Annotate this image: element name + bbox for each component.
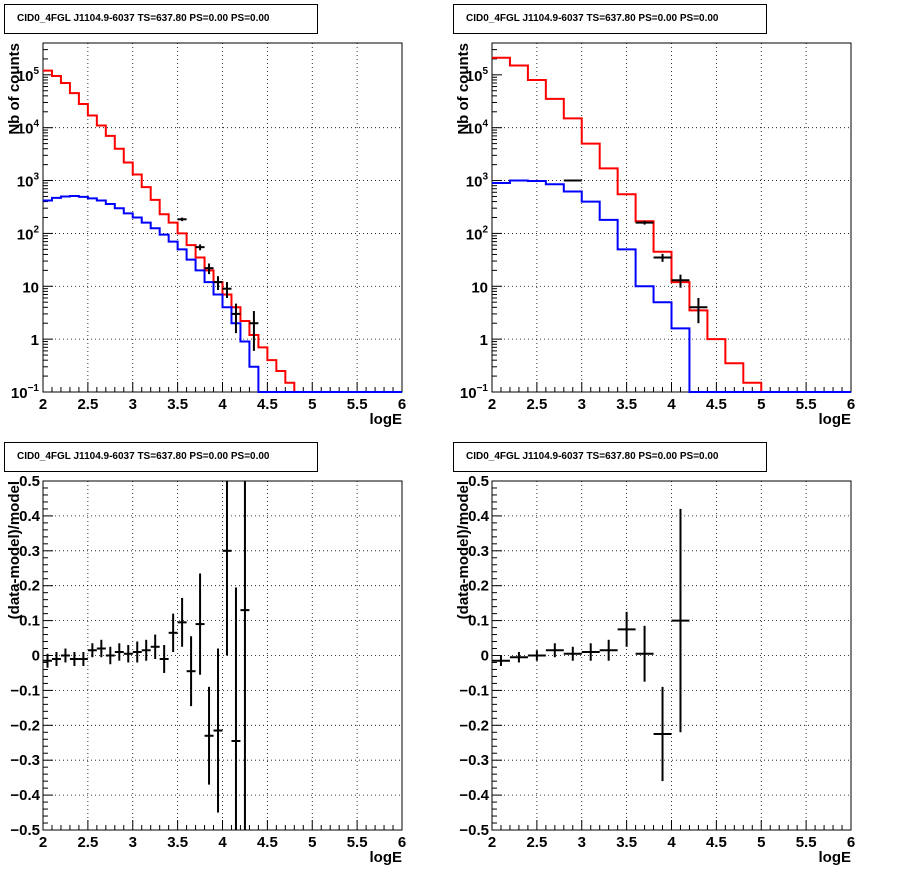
panel-title-4: CID0_4FGL J1104.9-6037 TS=637.80 PS=0.00… [453,442,767,472]
panel4-x-tick-label: 4.5 [706,834,727,851]
panel3-y-tick-label: −0.1 [10,682,40,699]
panel3-x-tick-label: 6 [398,834,406,851]
panel2-x-tick-label: 4.5 [706,396,727,413]
panel2-series-2-histogram [492,179,851,393]
panel4-x-tick-label: 5 [757,834,765,851]
panel4-x-tick-label: 2 [488,834,496,851]
panel2-x-tick-label: 3.5 [616,396,637,413]
panel1-x-tick-label: 5 [308,396,316,413]
panel4-y-tick-label: 0.4 [468,508,490,525]
panel4-y-tick-label: 0.3 [468,543,489,560]
panel4-y-axis-label: (data-model)/model [455,481,472,619]
panel-title-2: CID0_4FGL J1104.9-6037 TS=637.80 PS=0.00… [453,4,767,34]
panel3-y-tick-label: 0.4 [19,508,41,525]
panel4-x-tick-label: 4 [667,834,676,851]
panel3-y-tick-label: −0.2 [10,717,40,734]
panel2-y-tick-label: 103 [466,172,489,191]
panel4-y-tick-label: −0.4 [459,787,489,804]
panel1-x-tick-label: 3.5 [167,396,188,413]
panel1-x-tick-label: 3 [129,396,137,413]
panel1-x-tick-label: 5.5 [347,396,368,413]
panel3-y-tick-label: 0.3 [19,543,40,560]
panel2-y-tick-label: 105 [466,66,489,85]
panel4-y-tick-label: 0 [481,648,489,665]
panel4-x-tick-label: 6 [847,834,855,851]
panel2-x-tick-label: 5 [757,396,765,413]
panel1-y-tick-label: 10−1 [11,383,40,402]
panel4-y-tick-label: 0.2 [468,578,489,595]
panel3-x-tick-label: 5.5 [347,834,368,851]
panel1-y-tick-label: 10 [22,279,39,296]
panel1-y-tick-label: 102 [17,224,40,243]
panel4-x-tick-label: 3.5 [616,834,637,851]
panel4-y-tick-label: 0.1 [468,613,489,630]
panel2-y-tick-label: 104 [466,119,489,138]
panel3-x-tick-label: 3.5 [167,834,188,851]
panel3-x-tick-label: 4 [218,834,227,851]
panel3-y-tick-label: −0.4 [10,787,40,804]
panel4-y-tick-label: −0.3 [459,752,489,769]
panel2-series-1-histogram [492,56,851,393]
panel2-y-tick-label: 10−1 [460,383,489,402]
panel4-y-tick-label: −0.2 [459,717,489,734]
panel1-y-axis-label: Nb of counts [6,43,23,135]
panel3-x-tick-label: 5 [308,834,316,851]
panel1-x-axis-label: logE [370,411,403,428]
panel3-y-tick-label: 0 [32,648,40,665]
panel3-x-axis-label: logE [370,849,403,866]
panel1-series-2-histogram [43,195,402,393]
panel2-x-axis-label: logE [819,411,852,428]
panel4-x-tick-label: 2.5 [526,834,547,851]
panel3-y-tick-label: 0.1 [19,613,40,630]
panel2-x-tick-label: 2.5 [526,396,547,413]
panel3-y-axis-label: (data-model)/model [6,481,23,619]
panel1-y-tick-label: 105 [17,66,40,85]
panel3-x-tick-label: 2 [39,834,47,851]
panel1-y-tick-label: 104 [17,119,40,138]
panel-title-1: CID0_4FGL J1104.9-6037 TS=637.80 PS=0.00… [4,4,318,34]
panel1-y-tick-label: 1 [31,332,39,349]
panel3-y-tick-label: −0.5 [10,822,40,839]
panel4-y-tick-label: −0.5 [459,822,489,839]
panel1-y-tick-label: 103 [17,172,40,191]
panel3-x-tick-label: 2.5 [77,834,98,851]
panel4-x-tick-label: 5.5 [796,834,817,851]
panel2-y-tick-label: 102 [466,224,489,243]
panel1-x-tick-label: 2 [39,396,47,413]
panel1-x-tick-label: 4.5 [257,396,278,413]
panel2-x-tick-label: 6 [847,396,855,413]
panel2-x-tick-label: 2 [488,396,496,413]
panel1-x-tick-label: 6 [398,396,406,413]
panel2-y-axis-label: Nb of counts [455,43,472,135]
panel1-x-tick-label: 4 [218,396,227,413]
panel2-y-tick-label: 10 [471,279,488,296]
panel2-y-tick-label: 1 [480,332,488,349]
panel3-y-tick-label: 0.2 [19,578,40,595]
panel3-y-tick-label: −0.3 [10,752,40,769]
panel4-x-axis-label: logE [819,849,852,866]
panel4-y-tick-label: −0.1 [459,682,489,699]
panel1-x-tick-label: 2.5 [77,396,98,413]
panel3-x-tick-label: 3 [129,834,137,851]
panel4-x-tick-label: 3 [578,834,586,851]
panel2-x-tick-label: 5.5 [796,396,817,413]
panel2-x-tick-label: 4 [667,396,676,413]
panel4-y-tick-label: 0.5 [468,473,489,490]
panel-title-3: CID0_4FGL J1104.9-6037 TS=637.80 PS=0.00… [4,442,318,472]
panel3-x-tick-label: 4.5 [257,834,278,851]
panel3-y-tick-label: 0.5 [19,473,40,490]
panel2-x-tick-label: 3 [578,396,586,413]
